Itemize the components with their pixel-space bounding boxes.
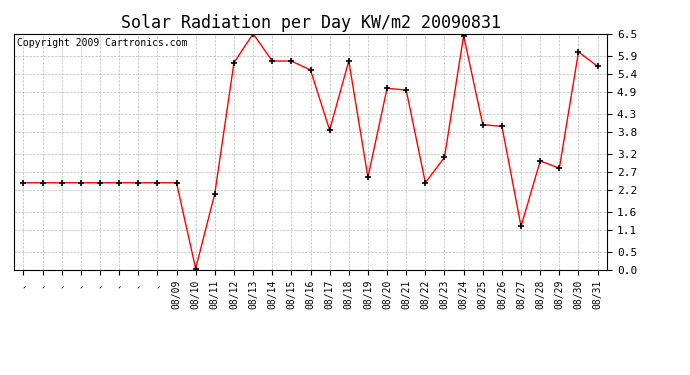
Text: Copyright 2009 Cartronics.com: Copyright 2009 Cartronics.com (17, 39, 187, 48)
Title: Solar Radiation per Day KW/m2 20090831: Solar Radiation per Day KW/m2 20090831 (121, 14, 500, 32)
